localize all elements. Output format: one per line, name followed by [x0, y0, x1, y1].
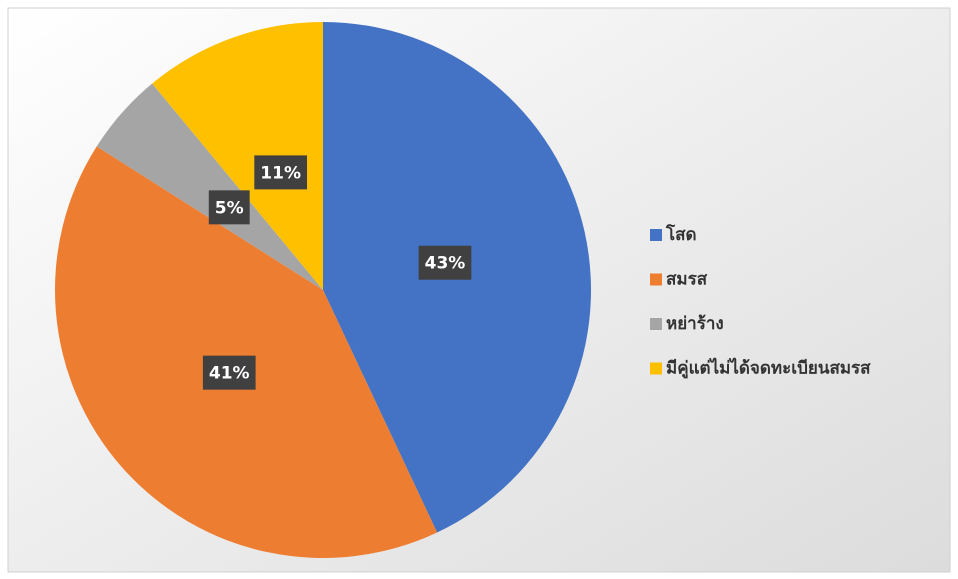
pie: [55, 22, 591, 558]
pie-slice: [55, 146, 438, 558]
legend-swatch: [650, 318, 662, 330]
pie-slice: [152, 22, 323, 290]
legend-swatch: [650, 362, 662, 375]
data-labels: 43% 41% 5% 11%: [202, 155, 472, 390]
legend-swatch: [650, 273, 662, 286]
data-label-box: [254, 155, 308, 190]
data-label: 5%: [215, 198, 244, 218]
legend-label: สมรส: [666, 270, 708, 290]
data-label-box: [418, 245, 472, 280]
legend-label: โสด: [665, 224, 697, 245]
data-label: 41%: [209, 364, 250, 384]
data-label: 43%: [425, 254, 466, 274]
pie-slice: [96, 83, 323, 291]
data-label: 11%: [260, 163, 301, 183]
legend-label: หย่าร้าง: [666, 314, 724, 334]
legend: โสดสมรสหย่าร้างมีคู่แต่ไม่ได้จดทะเบียนสม…: [650, 224, 871, 380]
legend-label: มีคู่แต่ไม่ได้จดทะเบียนสมรส: [666, 358, 871, 380]
data-label-box: [208, 190, 250, 225]
data-label-box: [202, 355, 256, 390]
legend-swatch: [650, 229, 662, 241]
